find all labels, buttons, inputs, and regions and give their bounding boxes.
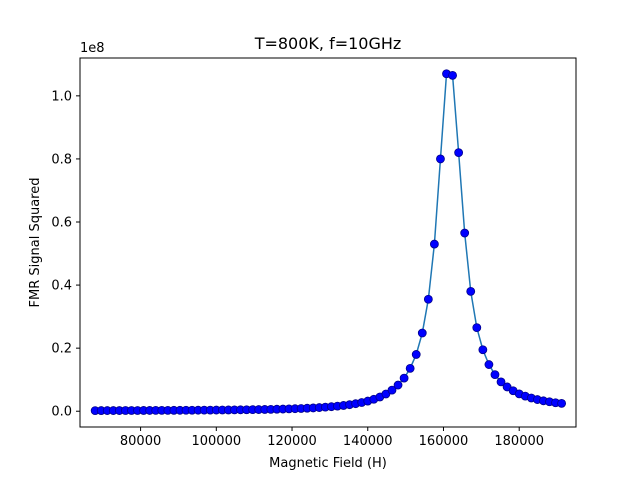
y-tick-label: 0.8 (51, 152, 72, 167)
data-point (436, 154, 445, 164)
data-point (478, 345, 488, 355)
data-point (399, 373, 409, 383)
chart-title: T=800K, f=10GHz (254, 34, 402, 53)
data-point (393, 380, 403, 390)
data-point (466, 286, 476, 296)
y-axis-label: FMR Signal Squared (28, 178, 43, 308)
data-point (429, 239, 439, 249)
series-line (95, 72, 562, 412)
data-point (387, 385, 397, 395)
data-point (496, 377, 506, 387)
data-point (490, 370, 500, 380)
y-tick-label: 0.4 (51, 279, 72, 294)
data-point (411, 350, 421, 359)
x-tick-label: 80000 (120, 434, 161, 449)
data-point (454, 148, 464, 158)
data-point (557, 398, 567, 408)
x-tick-label: 140000 (343, 434, 393, 449)
data-point (484, 360, 494, 369)
axes-frame (79, 57, 577, 428)
data-point (448, 70, 457, 80)
y-offset-text: 1e8 (80, 41, 105, 56)
plot-area (90, 69, 567, 416)
y-tick-label: 0.6 (51, 216, 72, 231)
y-tick-label: 0.0 (51, 405, 72, 420)
x-tick-label: 120000 (267, 434, 317, 449)
y-tick-label: 0.2 (51, 342, 72, 357)
data-point (405, 363, 415, 373)
x-tick-label: 180000 (494, 434, 544, 449)
y-axis: 0.0 0.2 0.4 0.6 0.8 1.0 (51, 89, 80, 420)
x-axis: 80000 100000 120000 140000 160000 180000 (120, 427, 544, 449)
data-point (417, 328, 427, 338)
x-axis-label: Magnetic Field (H) (269, 456, 387, 471)
data-point (460, 228, 470, 238)
x-tick-label: 160000 (419, 434, 469, 449)
data-point (423, 294, 433, 304)
y-tick-label: 1.0 (51, 89, 72, 104)
data-point (472, 323, 482, 333)
x-tick-label: 100000 (191, 434, 241, 449)
